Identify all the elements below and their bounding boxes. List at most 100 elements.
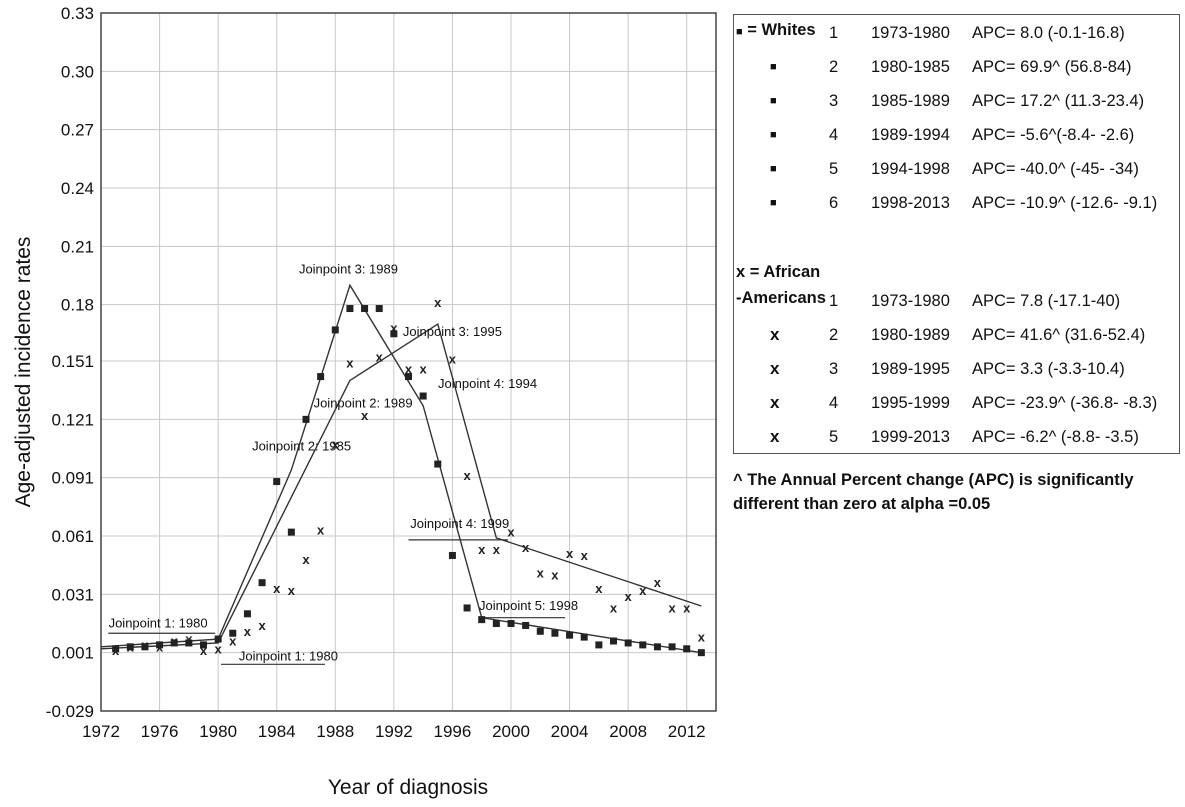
whites-legend-segment-number: 6 (829, 194, 839, 212)
y-tick-label: 0.33 (61, 4, 94, 23)
joinpoint-label: Joinpoint 2: 1985 (252, 438, 351, 453)
african-american-point: x (595, 581, 603, 596)
african-american-point: x (171, 634, 179, 649)
x-tick-label: 1992 (375, 722, 413, 741)
whites-point (448, 551, 456, 559)
y-tick-label: 0.121 (51, 410, 94, 429)
african-american-legend-apc: APC= 7.8 (-17.1-40) (972, 292, 1121, 310)
joinpoint-label: Joinpoint 3: 1989 (299, 262, 398, 277)
african-american-point: x (449, 352, 457, 367)
whites-point (200, 641, 207, 649)
y-tick-label: 0.091 (51, 469, 94, 488)
x-tick-label: 2004 (551, 722, 589, 741)
african-american-legend-marker: x (770, 359, 780, 378)
african-american-legend-apc: APC= 3.3 (-3.3-10.4) (972, 360, 1125, 378)
whites-point (492, 620, 500, 628)
african-american-legend-years: 1995-1999 (871, 394, 950, 412)
african-american-point: x (522, 540, 530, 555)
whites-point (273, 478, 281, 486)
african-american-legend-segment-number: 5 (829, 428, 839, 446)
african-american-point: x (127, 639, 135, 654)
x-tick-label: 1972 (82, 722, 120, 741)
legend-aa-label-line1: x = African (736, 263, 821, 281)
whites-point (229, 629, 237, 637)
whites-legend-years: 1980-1985 (871, 58, 950, 76)
african-american-point: x (625, 589, 633, 604)
african-american-point: x (390, 320, 398, 335)
african-american-legend-row: x 3 1989-1995 APC= 3.3 (-3.3-10.4) (734, 356, 1174, 382)
whites-point (551, 629, 559, 637)
african-american-point: x (507, 525, 515, 540)
african-american-point: x (668, 600, 676, 615)
x-tick-label: 1976 (141, 722, 179, 741)
y-tick-label: 0.151 (51, 352, 94, 371)
whites-point (375, 305, 383, 313)
african-american-point: x (405, 361, 413, 376)
whites-point (624, 639, 632, 647)
african-american-legend-years: 1999-2013 (871, 428, 950, 446)
african-american-legend-segment-number: 3 (829, 360, 839, 378)
african-american-point: x (215, 641, 223, 656)
whites-legend-segment-number: 3 (829, 92, 839, 110)
whites-point (405, 373, 412, 381)
african-american-legend-marker: x (770, 393, 780, 412)
whites-point (258, 579, 266, 587)
whites-legend-marker: ■ (770, 197, 777, 209)
whites-legend-apc: APC= 8.0 (-0.1-16.8) (972, 24, 1125, 42)
whites-point (595, 641, 603, 649)
african-american-point: x (537, 565, 545, 580)
whites-point (170, 639, 178, 647)
x-tick-label: 1980 (199, 722, 237, 741)
african-american-point: x (288, 583, 296, 598)
whites-point (302, 415, 310, 423)
x-tick-label: 2000 (492, 722, 530, 741)
african-american-point: x (273, 581, 281, 596)
whites-legend-marker: ■ (770, 61, 777, 73)
african-american-point: x (244, 624, 252, 639)
african-american-legend-row: x 2 1980-1989 APC= 41.6^ (31.6-52.4) (734, 322, 1174, 348)
whites-legend-segment-number: 4 (829, 126, 839, 144)
whites-legend-marker: ■ (770, 95, 777, 107)
african-american-legend-years: 1973-1980 (871, 292, 950, 310)
x-tick-label: 1988 (316, 722, 354, 741)
african-american-legend-years: 1989-1995 (871, 360, 950, 378)
whites-point (507, 620, 515, 628)
y-tick-label: 0.18 (61, 296, 94, 315)
african-american-legend-segment-number: 1 (829, 292, 839, 310)
y-tick-label: 0.031 (51, 585, 94, 604)
plot-frame (100, 12, 717, 712)
whites-point (683, 645, 691, 653)
joinpoint-label: Joinpoint 5: 1998 (479, 598, 578, 613)
whites-point (478, 616, 486, 624)
whites-point (434, 460, 442, 468)
x-tick-label: 2012 (668, 722, 706, 741)
whites-point (697, 649, 705, 657)
african-american-point: x (654, 575, 662, 590)
african-american-point: x (112, 643, 120, 658)
african-american-point: x (420, 361, 428, 376)
whites-point (317, 373, 325, 381)
legend: ■ = Whites ■ 1 1973-1980 APC= 8.0 (-0.1-16.… (733, 14, 1180, 454)
whites-point (126, 643, 134, 651)
fit-line (100, 283, 702, 654)
african-american-legend-marker: x (770, 427, 780, 446)
whites-legend-segment-number: 1 (829, 24, 839, 42)
african-american-point: x (376, 350, 384, 365)
african-american-point: x (478, 542, 486, 557)
x-axis-title: Year of diagnosis (327, 776, 489, 799)
african-american-point: x (683, 600, 691, 615)
y-tick-label: 0.001 (51, 644, 94, 663)
african-american-legend-segment-number: 2 (829, 326, 839, 344)
y-tick-label: -0.029 (46, 702, 94, 721)
african-american-point: x (581, 548, 589, 563)
whites-legend-row: ■ 3 1985-1989 APC= 17.2^ (11.3-23.4) (734, 88, 1174, 114)
y-axis-title: Age-adjusted incidence rates (12, 236, 35, 508)
whites-legend-row: ■ 2 1980-1985 APC= 69.9^ (56.8-84) (734, 54, 1174, 80)
legend-whites-header: ■ = Whites (736, 21, 816, 40)
african-american-point: x (141, 637, 149, 652)
legend-aa-label-line2: -Americans (736, 289, 826, 307)
african-american-legend-marker: x (770, 325, 780, 344)
whites-legend-marker: ■ (770, 163, 777, 175)
whites-legend-years: 1994-1998 (871, 160, 950, 178)
